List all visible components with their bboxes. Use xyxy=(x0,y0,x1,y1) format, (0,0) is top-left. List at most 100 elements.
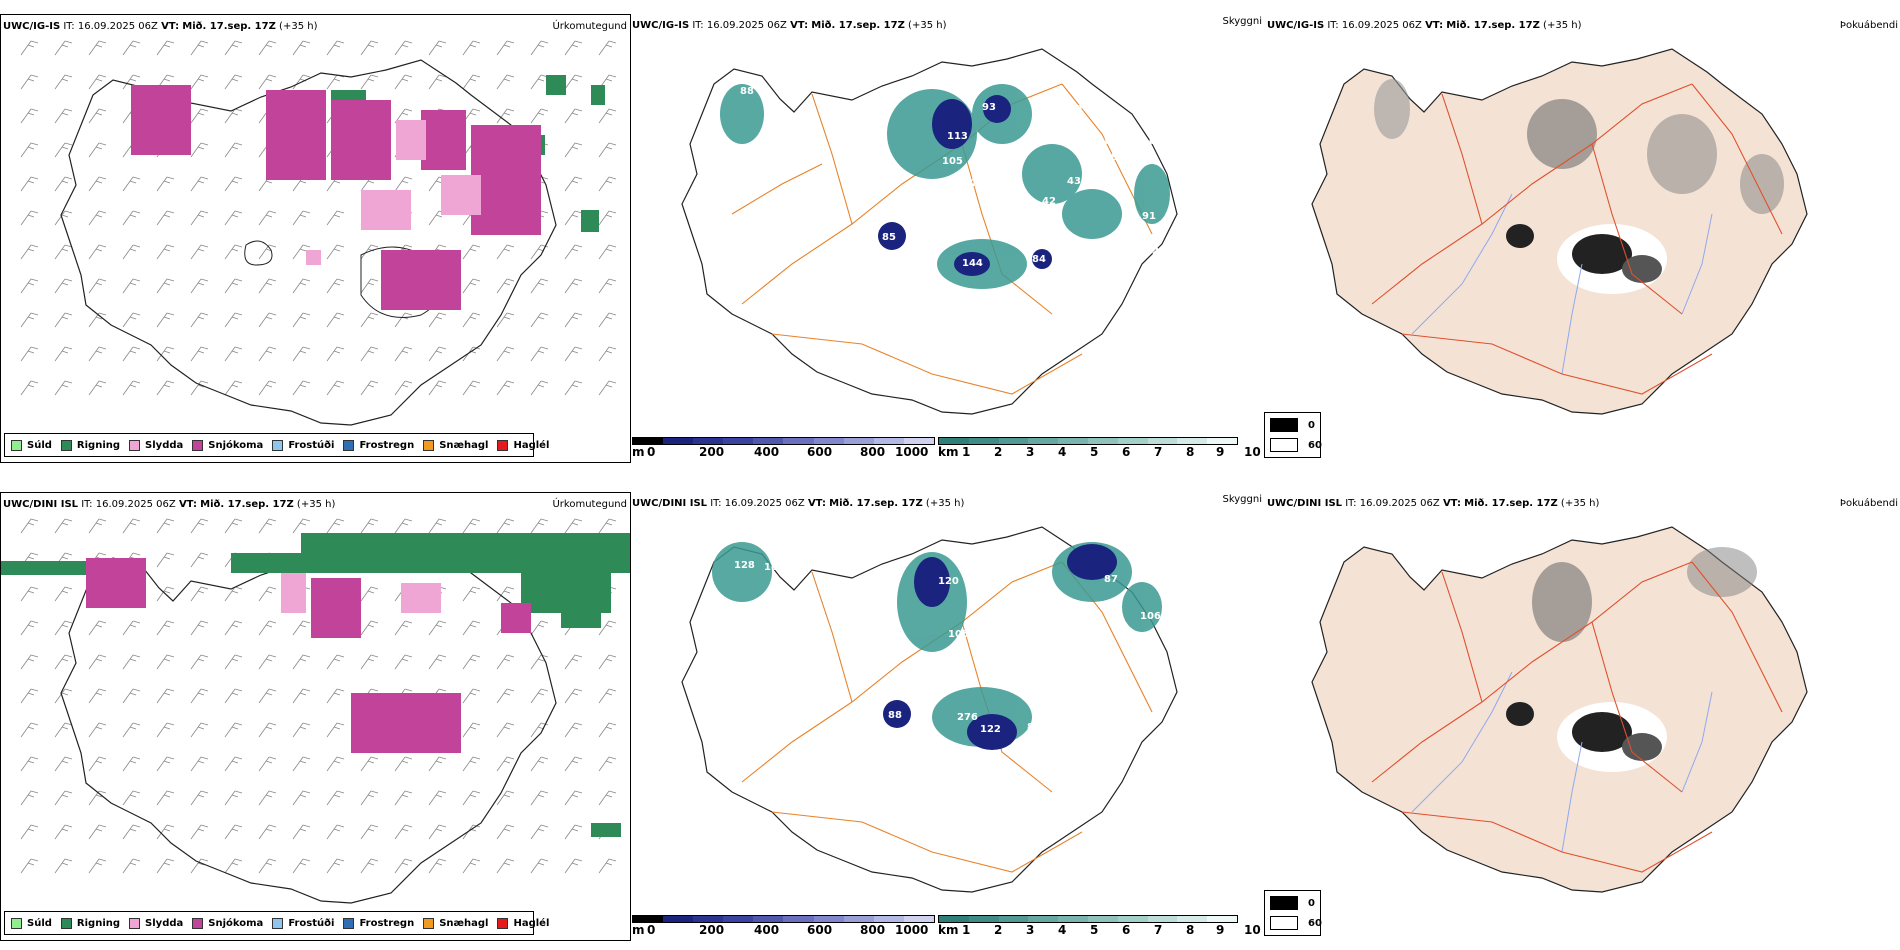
wind-barb-icon xyxy=(564,278,583,294)
colorbar-cell xyxy=(903,916,934,922)
cloud-number: 88 xyxy=(888,710,902,721)
tick-label: 2 xyxy=(994,923,1003,937)
wind-barb-icon xyxy=(530,346,549,362)
swatch-icon xyxy=(1270,896,1298,910)
wind-barb-icon xyxy=(88,858,107,874)
wind-barb-icon xyxy=(20,312,39,328)
precip-map xyxy=(20,40,617,426)
wind-barb-icon xyxy=(258,688,277,704)
valid-time: Mið. 17.sep. 17Z xyxy=(182,21,276,32)
wind-barb-icon xyxy=(190,688,209,704)
wind-barb-icon xyxy=(530,108,549,124)
wind-barb-icon xyxy=(122,620,141,636)
roads xyxy=(1371,561,1783,873)
wind-barb-icon xyxy=(462,380,481,396)
wind-barb-icon xyxy=(258,722,277,738)
iceland-land xyxy=(1311,526,1808,893)
wind-barb-icon xyxy=(360,244,379,260)
tick-label: 7 xyxy=(1154,445,1163,459)
wind-barb-icon xyxy=(88,824,107,840)
swatch-icon xyxy=(129,439,141,451)
wind-barb-icon xyxy=(428,654,447,670)
wind-barb-icon xyxy=(258,586,277,602)
wind-barb-icon xyxy=(224,346,243,362)
wind-barb-icon xyxy=(292,210,311,226)
wind-barb-icon xyxy=(428,74,447,90)
wind-barb-icon xyxy=(122,244,141,260)
init-time: IT: 16.09.2025 06Z xyxy=(1345,498,1440,509)
cloud-number: 84 xyxy=(1032,254,1046,265)
legend-item-drizzle: Súld xyxy=(11,439,52,451)
legend-item-sleet: Slydda xyxy=(129,917,183,929)
wind-barb-icon xyxy=(156,858,175,874)
wind-barb-icon xyxy=(20,244,39,260)
wind-barb-icon xyxy=(20,142,39,158)
tick-label: 8 xyxy=(1186,923,1195,937)
wind-barb-icon xyxy=(88,380,107,396)
wind-barb-icon xyxy=(20,176,39,192)
wind-barb-icon xyxy=(564,142,583,158)
wind-barb-icon xyxy=(20,586,39,602)
wind-barb-icon xyxy=(326,688,345,704)
wind-barb-icon xyxy=(428,40,447,56)
wind-barb-icon xyxy=(394,620,413,636)
visibility-colorbar: km 1 2 3 4 5 6 7 8 9 10 xyxy=(938,915,1261,937)
colorbar-cells xyxy=(632,437,935,445)
wind-barb-icon xyxy=(258,210,277,226)
wind-barb-icon xyxy=(292,654,311,670)
wind-barb-icon xyxy=(258,824,277,840)
wind-barb-icon xyxy=(326,654,345,670)
swatch-icon xyxy=(497,917,509,929)
cloud-number: 131 xyxy=(982,571,1003,582)
wind-barb-icon xyxy=(190,108,209,124)
swatch-icon xyxy=(129,917,141,929)
wind-barb-icon xyxy=(88,278,107,294)
colorbar-cell xyxy=(968,438,999,444)
wind-barb-icon xyxy=(190,518,209,534)
wind-barb-icon xyxy=(156,790,175,806)
wind-barb-icon xyxy=(462,312,481,328)
wind-barb-icon xyxy=(54,620,73,636)
wind-barb-icon xyxy=(224,756,243,772)
cloud-number: 106 xyxy=(1142,136,1163,147)
tick-label: 200 xyxy=(699,923,725,937)
cloud-number: 42 xyxy=(1042,196,1056,207)
swatch-icon xyxy=(343,439,355,451)
cloud-number: 596 xyxy=(1062,292,1083,303)
legend-item-snow: Snjókoma xyxy=(192,439,263,451)
colorbar-cell xyxy=(873,916,904,922)
wind-barb-icon xyxy=(326,74,345,90)
wind-barb-icon xyxy=(598,40,617,56)
legend-label: Frostúði xyxy=(288,917,335,929)
wind-barb-icon xyxy=(360,756,379,772)
wind-barb-icon xyxy=(258,518,277,534)
wind-barb-icon xyxy=(122,346,141,362)
colorbar-cell xyxy=(663,438,694,444)
wind-barb-icon xyxy=(462,74,481,90)
wind-barb-icon xyxy=(224,210,243,226)
wind-barb-icon xyxy=(54,176,73,192)
legend-item-freezing-drizzle: Frostúði xyxy=(272,917,335,929)
wind-barb-icon xyxy=(394,380,413,396)
legend-item-rain: Rigning xyxy=(60,439,120,451)
legend-label: Frostregn xyxy=(359,439,415,451)
valid-label: VT: xyxy=(161,21,180,32)
swatch-icon xyxy=(497,439,509,451)
lead-time: (+35 h) xyxy=(296,499,336,510)
colorbar-cell xyxy=(1028,916,1059,922)
legend-label: Snæhagl xyxy=(439,439,489,451)
wind-barb-icon xyxy=(462,688,481,704)
cloud-number: 105 xyxy=(942,156,963,167)
legend-label: Rigning xyxy=(76,917,121,929)
swatch-icon xyxy=(1270,438,1298,452)
colorbar-cell xyxy=(1028,438,1059,444)
swatch-icon xyxy=(60,917,72,929)
unit-label: km xyxy=(938,445,959,459)
wind-barb-icon xyxy=(462,620,481,636)
wind-barb-icon xyxy=(394,518,413,534)
tick-label: 1 xyxy=(962,923,971,937)
cloudbase-colorbar: m 0 200 400 600 800 1000 xyxy=(632,915,935,937)
model-label: UWC/DINI ISL xyxy=(1267,498,1343,509)
wind-barb-icon xyxy=(122,518,141,534)
fog-panel: UWC/DINI ISL IT: 16.09.2025 06Z VT: Mið.… xyxy=(1262,492,1898,941)
